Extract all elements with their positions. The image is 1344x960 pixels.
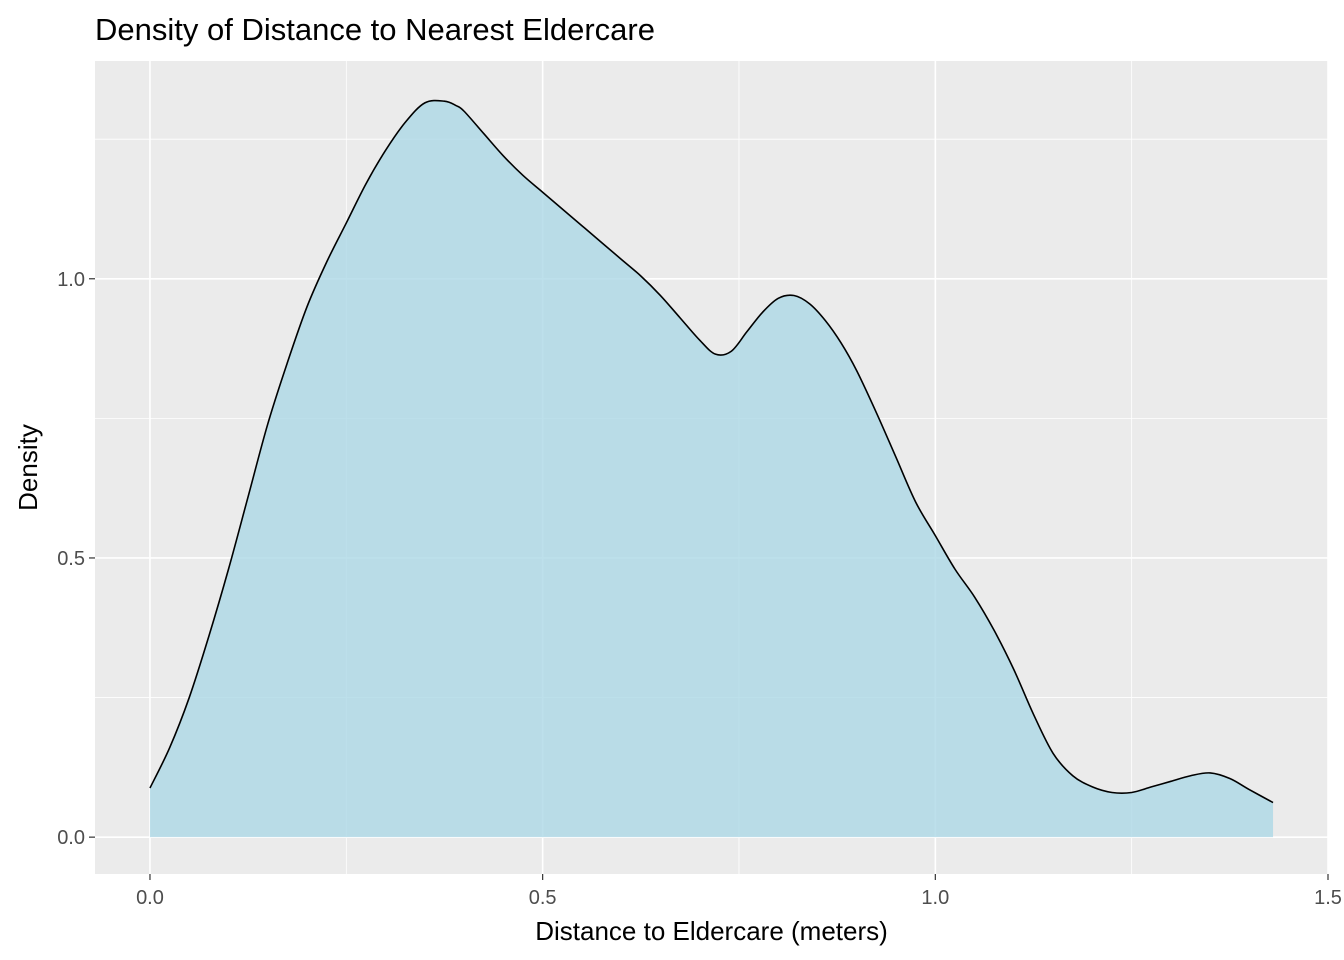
x-axis-ticks: 0.0 0.5 1.0 1.5 (136, 874, 1342, 909)
x-tick-label: 0.0 (136, 887, 164, 909)
y-tick-label: 0.5 (57, 548, 85, 570)
y-tick-label: 1.0 (57, 269, 85, 291)
y-axis-ticks: 0.0 0.5 1.0 (57, 269, 95, 849)
x-tick-label: 1.5 (1314, 887, 1342, 909)
y-axis-label: Density (13, 424, 43, 511)
chart-title: Density of Distance to Nearest Eldercare (95, 12, 655, 47)
density-line (149, 99, 1274, 804)
y-tick-label: 0.0 (57, 827, 85, 849)
density-area (149, 100, 1274, 838)
x-tick-label: 1.0 (921, 887, 949, 909)
x-axis-label: Distance to Eldercare (meters) (535, 916, 888, 946)
x-tick-label: 0.5 (529, 887, 557, 909)
